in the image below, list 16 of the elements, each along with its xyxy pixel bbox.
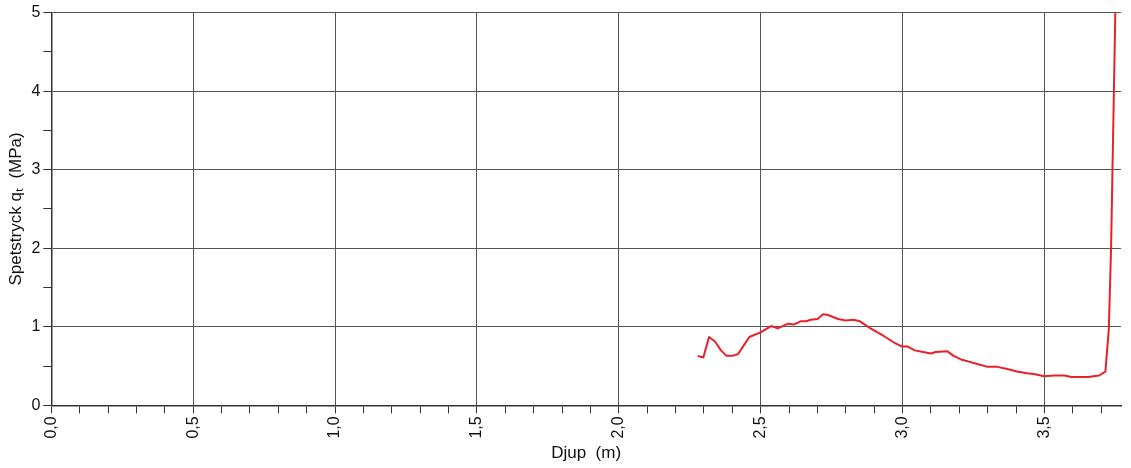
x-tick-label: 1,5 <box>467 416 485 439</box>
x-tick-label: 0,0 <box>41 416 59 439</box>
x-tick-label: 3,5 <box>1034 416 1052 439</box>
x-tick-label: 0,5 <box>183 416 201 439</box>
y-axis-title: Spetstryck qₜ (MPa) <box>5 132 25 286</box>
x-tick-label: 2,0 <box>609 416 627 439</box>
y-tick-label: 4 <box>31 81 41 99</box>
y-tick-label: 2 <box>31 238 41 256</box>
y-tick-label: 0 <box>31 395 41 413</box>
y-tick-label: 5 <box>31 3 41 21</box>
x-tick-label: 1,0 <box>325 416 343 439</box>
y-tick-label: 1 <box>31 317 41 335</box>
y-tick-label: 3 <box>31 160 41 178</box>
x-tick-label: 2,5 <box>751 416 769 439</box>
x-axis-title: Djup (m) <box>551 443 622 463</box>
x-tick-label: 3,0 <box>892 416 910 439</box>
